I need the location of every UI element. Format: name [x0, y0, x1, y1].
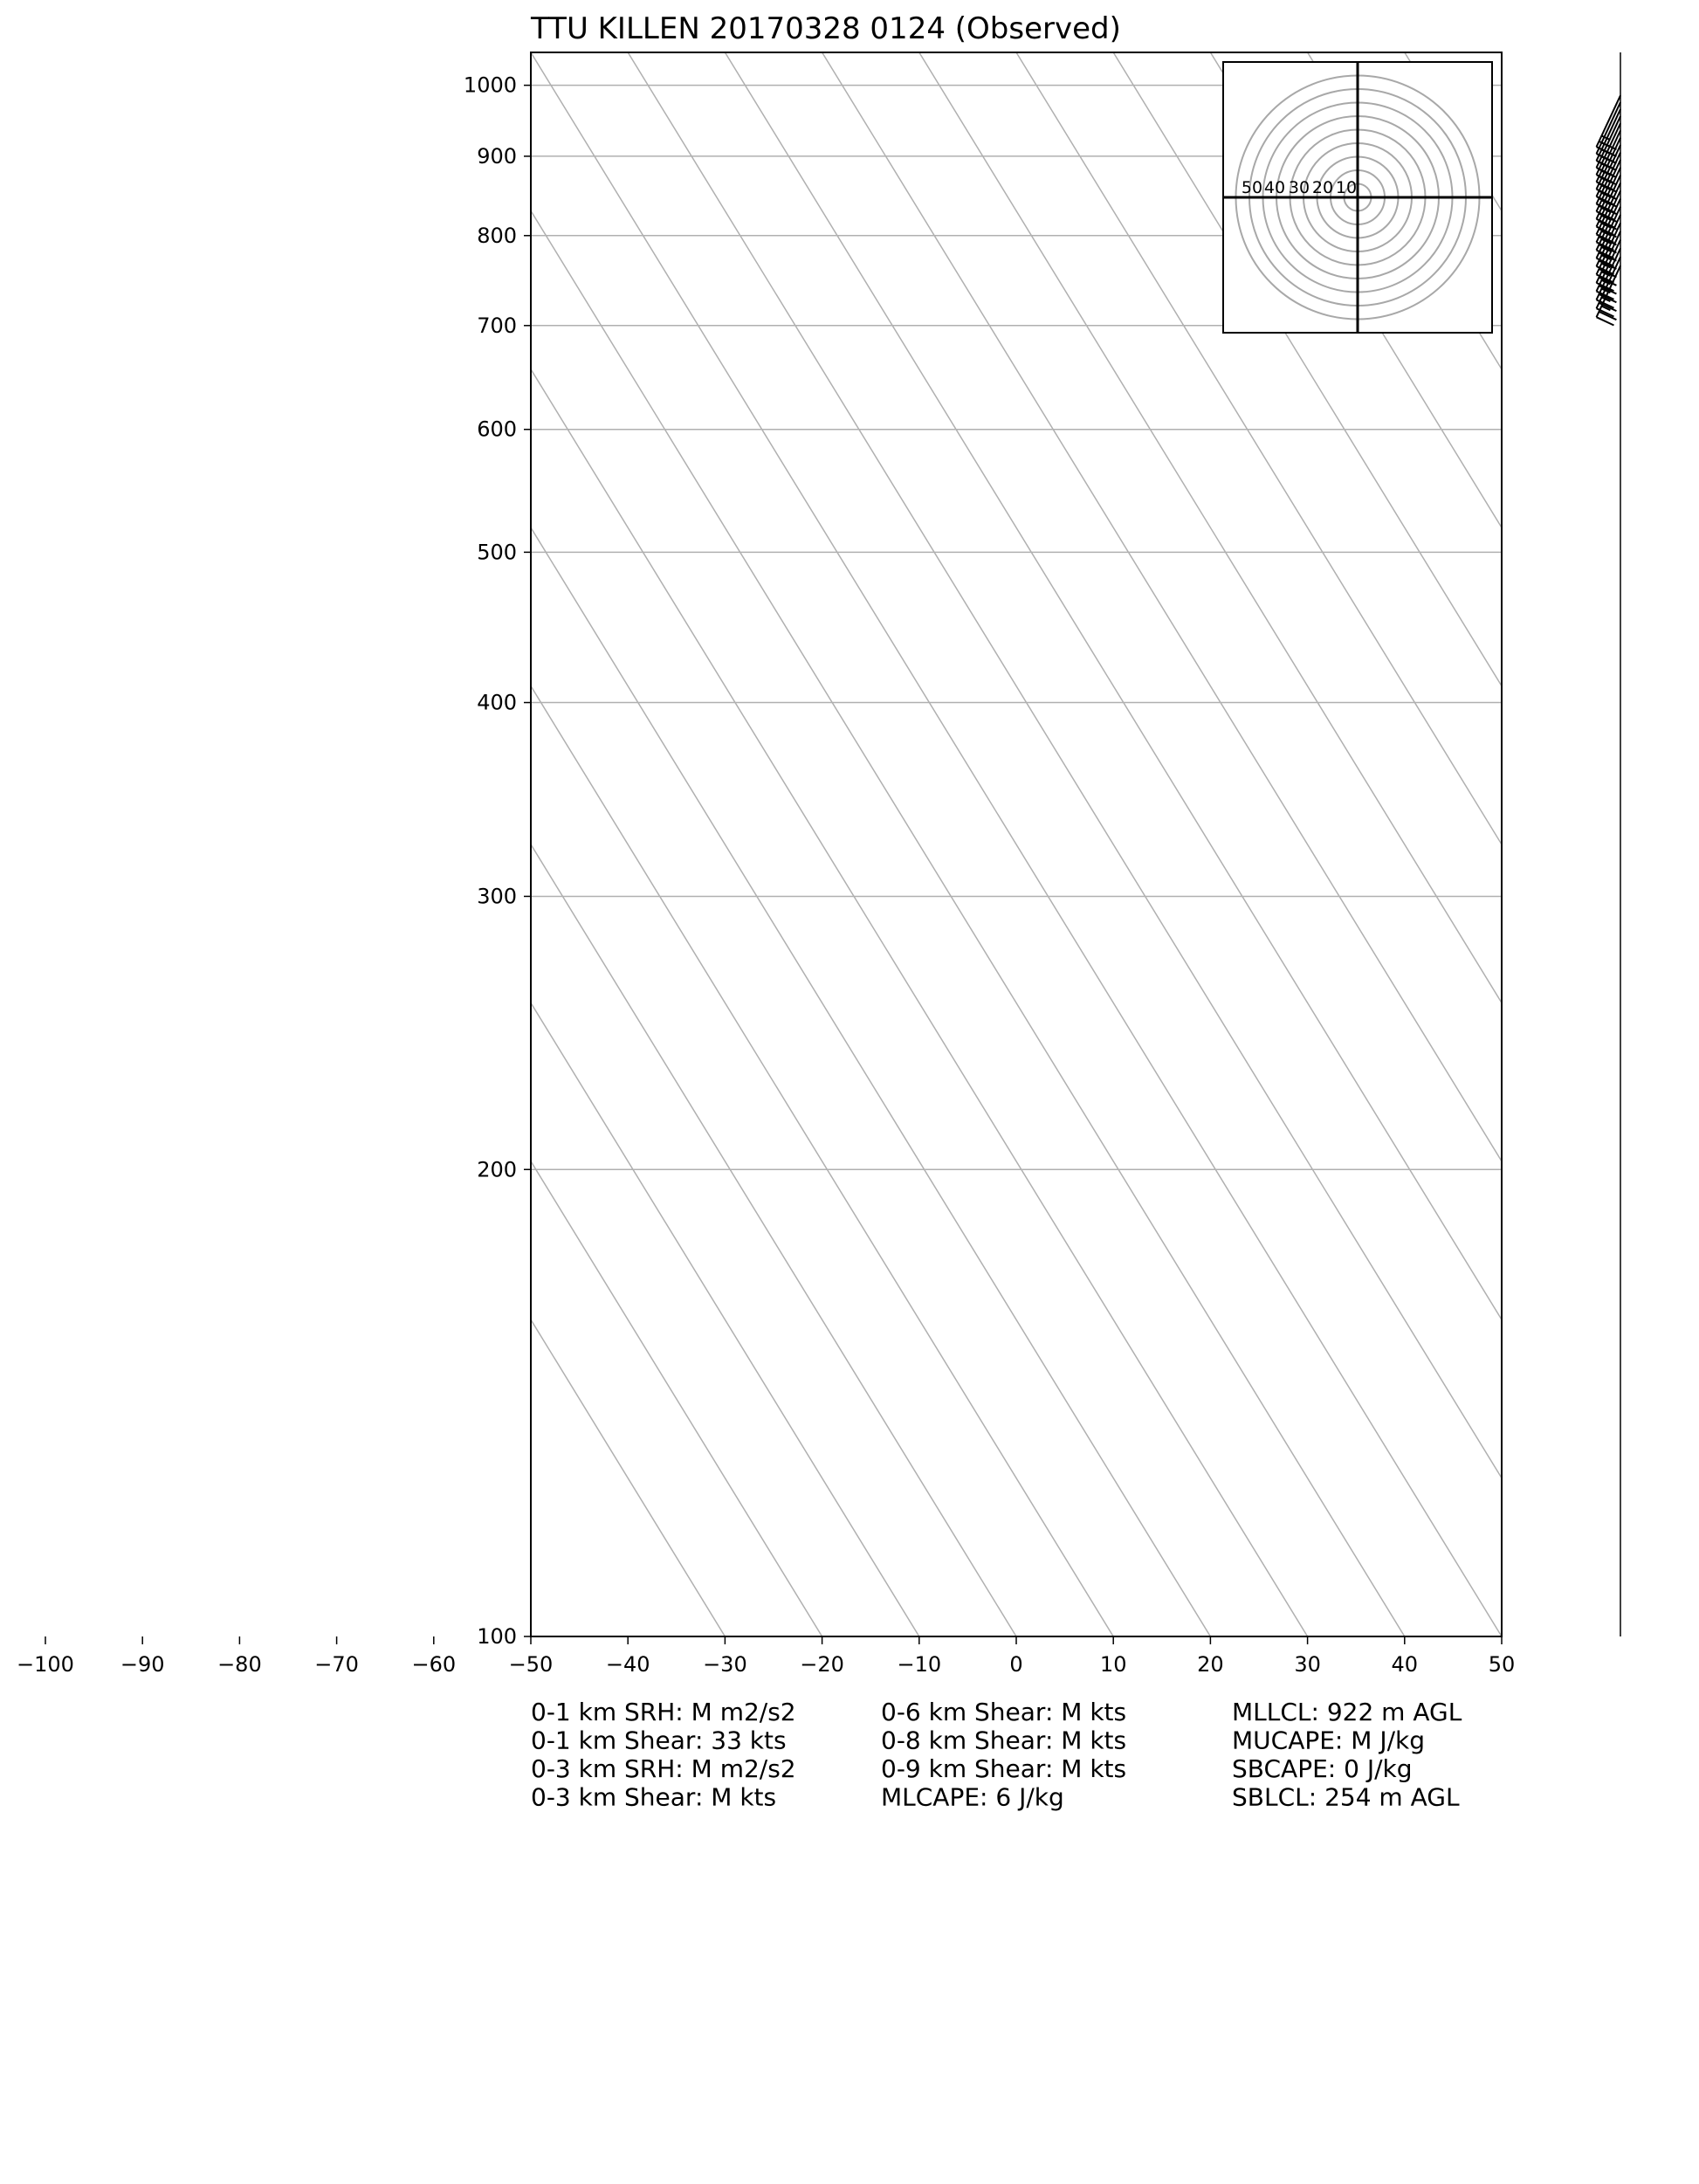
x-tick-label: −30: [703, 1652, 747, 1677]
temperature-axis: −100 −90 −80 −70 −60 −50 −40 −30 −20 −10 0 10 20 30 40…: [17, 1636, 1515, 1677]
x-tick-label: −50: [509, 1652, 554, 1677]
stat-line: 0-9 km Shear: M kts: [881, 1754, 1126, 1783]
stat-line: MLCAPE: 6 J/kg: [881, 1783, 1064, 1812]
x-tick-label: 50: [1489, 1652, 1516, 1677]
stat-line: SBCAPE: 0 J/kg: [1232, 1754, 1413, 1783]
x-tick-label: −80: [217, 1652, 262, 1677]
hodograph-inset: 50 40 30 20 10: [1222, 61, 1493, 334]
x-tick-label: 40: [1392, 1652, 1419, 1677]
x-tick-label: 30: [1294, 1652, 1321, 1677]
isotherm-line: [724, 52, 1502, 1321]
hodograph-ring-label: 40: [1264, 178, 1285, 197]
stat-line: 0-6 km Shear: M kts: [881, 1698, 1126, 1726]
y-tick-label: 800: [477, 224, 517, 248]
hodograph-ring-label: 10: [1336, 178, 1357, 197]
y-tick-label: 300: [477, 884, 517, 908]
y-tick-label: 1000: [464, 73, 517, 98]
y-tick-label: 700: [477, 313, 517, 338]
hodograph-ring-label: 50: [1242, 178, 1262, 197]
stat-line: 0-3 km SRH: M m2/s2: [531, 1754, 796, 1783]
y-tick-label: 500: [477, 540, 517, 564]
stat-line: 0-1 km Shear: 33 kts: [531, 1726, 787, 1755]
stat-line: 0-3 km Shear: M kts: [531, 1783, 776, 1812]
isotherm-line: [530, 1000, 920, 1636]
stat-line: 0-8 km Shear: M kts: [881, 1726, 1126, 1755]
pressure-axis: 100 200 300 400 500 600 700 800 900 1000: [464, 73, 531, 1649]
y-tick-label: 600: [477, 417, 517, 442]
stat-line: SBLCL: 254 m AGL: [1232, 1783, 1460, 1812]
x-tick-label: 0: [1009, 1652, 1022, 1677]
isotherm-line: [530, 1317, 726, 1636]
stat-line: MUCAPE: M J/kg: [1232, 1726, 1425, 1755]
x-tick-label: 20: [1197, 1652, 1224, 1677]
y-tick-label: 900: [477, 144, 517, 169]
hodograph-ring-label: 30: [1289, 178, 1310, 197]
isotherm-line: [821, 52, 1502, 1163]
isotherm-line: [530, 52, 1502, 1636]
y-tick-label: 400: [477, 691, 517, 715]
isotherm-line: [627, 52, 1502, 1480]
x-tick-label: −100: [17, 1652, 74, 1677]
x-tick-label: −20: [800, 1652, 844, 1677]
hodograph-ring-label: 20: [1312, 178, 1333, 197]
chart-title: TTU KILLEN 20170328 0124 (Observed): [530, 11, 1121, 46]
stat-line: MLLCL: 922 m AGL: [1232, 1698, 1462, 1726]
x-tick-label: −70: [314, 1652, 359, 1677]
isotherm-line: [530, 683, 1114, 1636]
wind-barb: [1595, 265, 1621, 327]
isotherm-line: [918, 52, 1502, 1004]
x-tick-label: −90: [120, 1652, 165, 1677]
x-tick-label: −10: [897, 1652, 941, 1677]
isotherm-line: [530, 1158, 823, 1636]
y-tick-label: 100: [477, 1624, 517, 1649]
isotherm-line: [1015, 52, 1502, 846]
x-tick-label: −40: [606, 1652, 650, 1677]
y-tick-label: 200: [477, 1157, 517, 1182]
sounding-stats: 0-1 km SRH: M m2/s20-1 km Shear: 33 kts0…: [531, 1698, 1462, 1812]
isotherm-line: [530, 366, 1309, 1636]
wind-barb-column: [1595, 52, 1621, 1636]
isotherm-line: [530, 208, 1406, 1636]
isotherm-line: [530, 525, 1212, 1636]
x-tick-label: 10: [1100, 1652, 1127, 1677]
stat-line: 0-1 km SRH: M m2/s2: [531, 1698, 796, 1726]
x-tick-label: −60: [411, 1652, 456, 1677]
